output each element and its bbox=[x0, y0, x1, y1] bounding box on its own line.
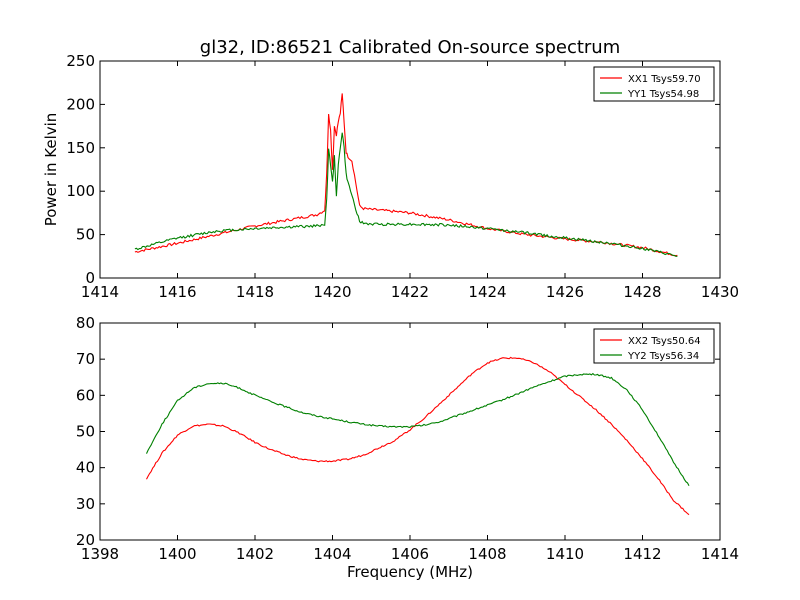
legend-label: YY2 Tsys56.34 bbox=[627, 351, 699, 362]
x-tick-label: 1416 bbox=[158, 283, 196, 301]
x-tick-label: 1400 bbox=[158, 545, 196, 563]
legend-2: XX2 Tsys50.64 YY2 Tsys56.34 bbox=[593, 328, 715, 364]
y-tick-label: 80 bbox=[76, 314, 95, 332]
x-tick-label: 1424 bbox=[468, 283, 506, 301]
x-tick-label: 1398 bbox=[81, 545, 119, 563]
x-tick-label: 1408 bbox=[468, 545, 506, 563]
chart-title: gl32, ID:86521 Calibrated On-source spec… bbox=[200, 37, 620, 58]
y-tick-label: 40 bbox=[76, 459, 95, 477]
x-tick-label: 1428 bbox=[623, 283, 661, 301]
y-tick-label: 250 bbox=[66, 52, 95, 70]
y-tick-label: 200 bbox=[66, 95, 95, 113]
x-tick-label: 1414 bbox=[81, 283, 119, 301]
x-tick-label: 1422 bbox=[391, 283, 429, 301]
y-tick-label: 30 bbox=[76, 495, 95, 513]
x-tick-label: 1410 bbox=[546, 545, 584, 563]
legend-label: YY1 Tsys54.98 bbox=[627, 89, 699, 100]
legend-1: XX1 Tsys59.70 YY1 Tsys54.98 bbox=[593, 66, 715, 102]
x-tick-label: 1402 bbox=[236, 545, 274, 563]
legend-label: XX1 Tsys59.70 bbox=[628, 74, 701, 85]
panel-1: 1414 1416 1418 1420 1422 1424 1426 1428 1430 0 50 1… bbox=[42, 52, 739, 301]
legend-label: XX2 Tsys50.64 bbox=[628, 336, 701, 347]
x-tick-label: 1406 bbox=[391, 545, 429, 563]
y-tick-label: 100 bbox=[66, 182, 95, 200]
y-tick-label: 50 bbox=[76, 423, 95, 441]
x-tick-label: 1404 bbox=[313, 545, 351, 563]
x-tick-label: 1418 bbox=[236, 283, 274, 301]
series-line-2-2 bbox=[145, 372, 690, 487]
x-tick-label: 1420 bbox=[313, 283, 351, 301]
legend-box bbox=[593, 66, 715, 102]
y-tick-label: 0 bbox=[85, 269, 95, 287]
x-tick-label: 1430 bbox=[701, 283, 739, 301]
y-tick-label: 20 bbox=[76, 531, 95, 549]
legend-box bbox=[593, 328, 715, 364]
y-tick-label: 50 bbox=[76, 226, 95, 244]
panel-2: 1398 1400 1402 1404 1406 1408 1410 1412 1414 20 30… bbox=[76, 314, 739, 581]
series-line-2-1 bbox=[146, 356, 690, 516]
y-axis-label: Power in Kelvin bbox=[42, 113, 60, 227]
y-tick-label: 150 bbox=[66, 139, 95, 157]
series-line-1-2 bbox=[134, 132, 678, 257]
x-tick-label: 1414 bbox=[701, 545, 739, 563]
y-tick-label: 60 bbox=[76, 386, 95, 404]
x-axis-label: Frequency (MHz) bbox=[347, 563, 473, 581]
x-tick-label: 1426 bbox=[546, 283, 584, 301]
x-tick-label: 1412 bbox=[623, 545, 661, 563]
y-tick-label: 70 bbox=[76, 350, 95, 368]
